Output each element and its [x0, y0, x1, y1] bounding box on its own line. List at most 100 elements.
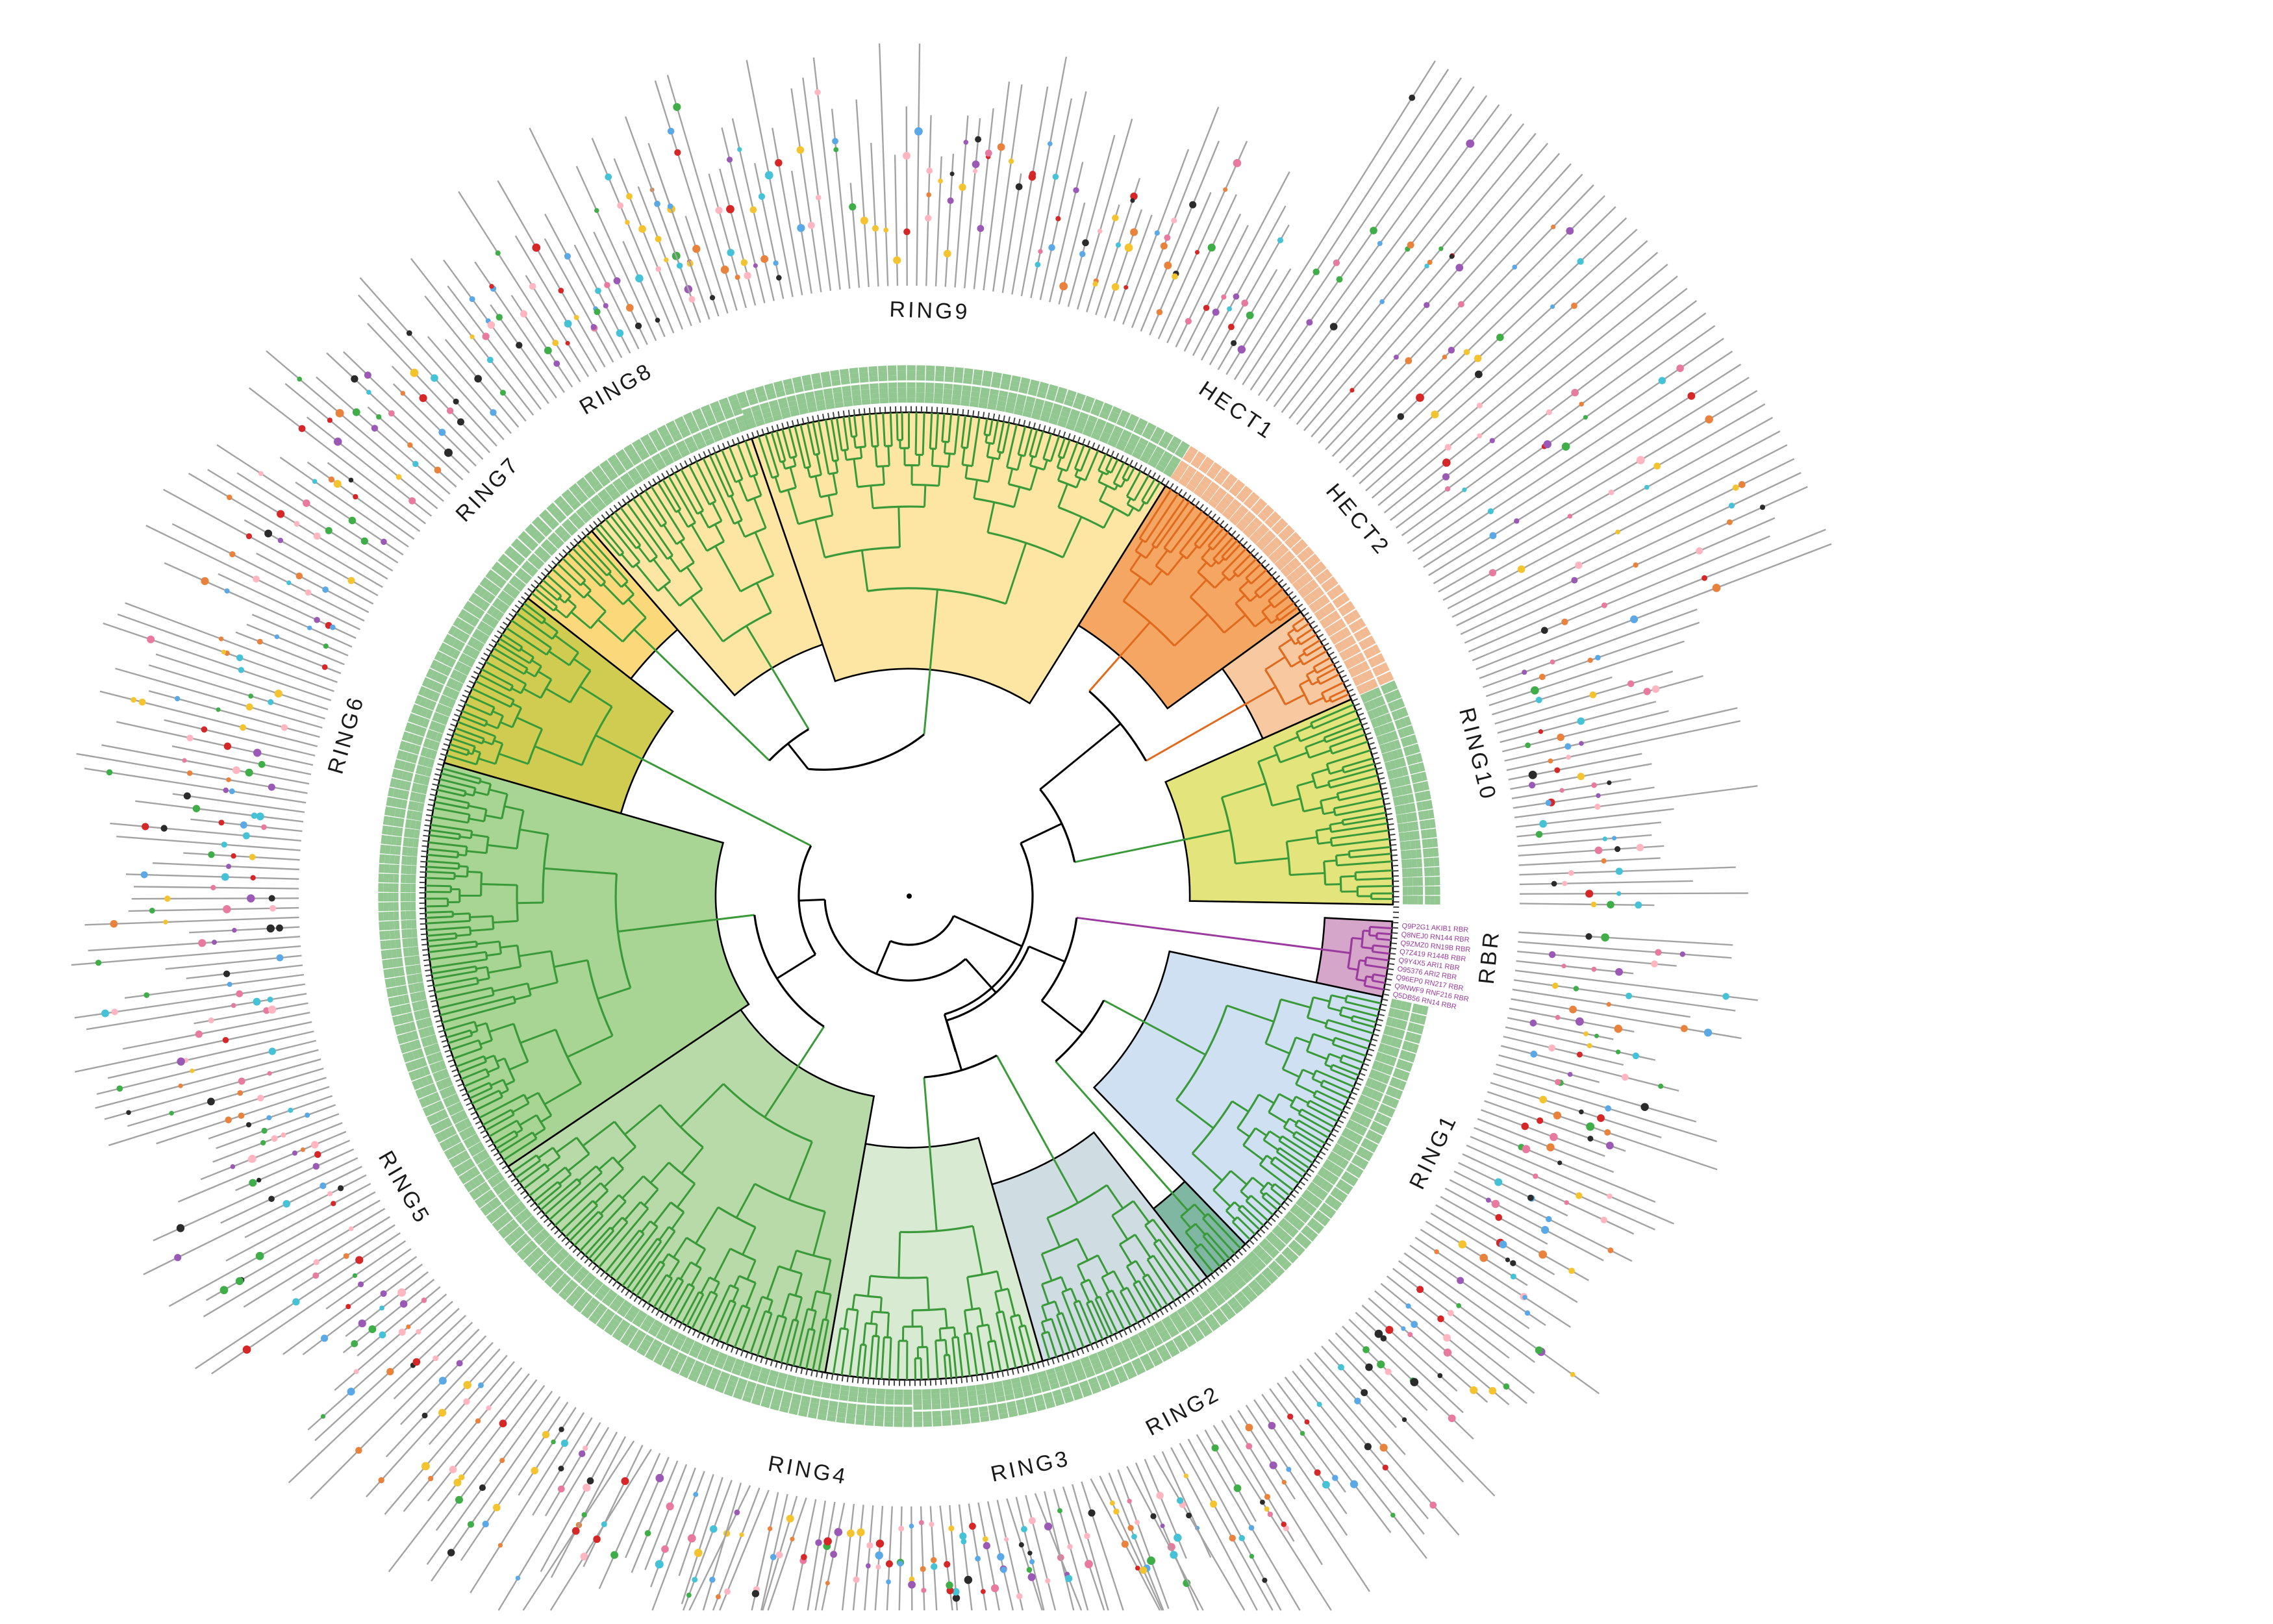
leaf-label: ████ ███: [380, 844, 418, 857]
domain-spoke: [1303, 142, 1549, 431]
domain-mark: [348, 516, 357, 525]
domain-spoke: [1104, 209, 1143, 319]
domain-mark: [160, 825, 168, 832]
domain-mark: [358, 1319, 366, 1328]
domain-mark: [655, 236, 662, 243]
domain-mark: [1606, 1002, 1611, 1007]
domain-mark: [1555, 1079, 1561, 1086]
domain-mark: [1160, 242, 1168, 250]
domain-mark: [1416, 394, 1424, 402]
domain-mark: [655, 266, 662, 272]
domain-spoke: [812, 57, 841, 290]
domain-mark: [190, 1068, 195, 1073]
domain-mark: [595, 288, 601, 294]
domain-mark: [1535, 696, 1542, 703]
domain-mark: [255, 1251, 264, 1260]
branches-ring5: [425, 768, 714, 1161]
domain-spoke: [124, 973, 304, 999]
domain-mark: [578, 1450, 586, 1458]
domain-mark: [463, 1398, 470, 1405]
domain-mark: [1082, 239, 1089, 247]
domain-mark: [281, 1132, 286, 1138]
domain-spoke: [591, 138, 675, 334]
domain-spoke: [236, 472, 394, 572]
domain-mark: [773, 260, 779, 266]
domain-mark: [292, 1150, 297, 1156]
domain-spoke: [1365, 240, 1648, 492]
domain-mark: [406, 1324, 411, 1329]
domain-mark: [515, 1575, 521, 1581]
domain-mark: [735, 275, 740, 281]
domain-mark: [396, 474, 402, 480]
domain-spoke: [1449, 1179, 1604, 1262]
domain-spoke: [96, 1040, 317, 1095]
domain-spoke: [205, 1199, 381, 1301]
domain-spoke: [1081, 1481, 1124, 1611]
domain-mark: [1604, 1129, 1611, 1136]
domain-mark: [286, 580, 292, 586]
domain-mark: [1579, 401, 1584, 407]
domain-mark: [1350, 1480, 1359, 1488]
domain-mark: [1640, 1103, 1649, 1111]
clade-ring9: [750, 411, 1167, 705]
domain-spoke: [444, 338, 520, 428]
domain-mark: [351, 1340, 358, 1347]
domain-mark: [1241, 299, 1249, 307]
domain-mark: [1489, 438, 1495, 443]
domain-mark: [667, 127, 675, 135]
domain-mark: [1223, 187, 1228, 192]
domain-mark: [1112, 214, 1119, 221]
domain-mark: [625, 304, 634, 312]
domain-mark: [1557, 1160, 1563, 1166]
domain-mark: [1521, 1122, 1529, 1131]
clade-label-ring10: RING10: [1454, 705, 1501, 804]
domain-mark: [1233, 158, 1242, 168]
domain-spoke: [316, 376, 451, 495]
domain-spoke: [1374, 1290, 1510, 1406]
domain-mark: [455, 1495, 464, 1504]
domain-mark: [275, 924, 283, 932]
domain-mark: [1608, 489, 1614, 495]
domain-mark: [221, 873, 229, 881]
tree-branches: [425, 412, 1393, 1380]
domain-mark: [111, 1008, 118, 1016]
domain-mark: [1589, 691, 1597, 699]
domain-spoke: [1440, 1195, 1589, 1282]
domain-mark: [1084, 1532, 1090, 1540]
domain-mark: [564, 319, 572, 328]
domain-mark: [1607, 780, 1612, 786]
domain-mark: [1312, 268, 1320, 275]
domain-mark: [1281, 1521, 1287, 1527]
domain-mark: [499, 1419, 507, 1428]
domain-mark: [764, 171, 773, 180]
leaf-label: ████ ███: [864, 1388, 877, 1426]
domain-mark: [230, 1164, 236, 1169]
domain-mark: [1728, 503, 1735, 509]
domain-mark: [1008, 158, 1014, 164]
domain-spoke: [1435, 1204, 1555, 1275]
domain-mark: [1097, 229, 1103, 234]
leaf-label: ████ ███: [379, 919, 417, 931]
domain-spoke: [95, 1049, 319, 1109]
domain-mark: [335, 408, 344, 418]
domain-spoke: [575, 166, 657, 342]
clade-label-hect1: HECT1: [1194, 377, 1279, 445]
leaf-labels: ████ ███████ ███████ ███████ ███████ ███…: [378, 365, 1470, 1427]
domain-spoke: [171, 523, 365, 622]
domain-mark: [1651, 960, 1658, 968]
domain-mark: [101, 1009, 109, 1018]
domain-spoke: [1277, 1382, 1392, 1533]
domain-mark: [616, 329, 624, 337]
domain-spoke: [1265, 95, 1488, 402]
domain-mark: [1525, 742, 1531, 749]
domain-mark: [1571, 577, 1578, 584]
domain-spoke: [244, 1174, 367, 1238]
domain-mark: [256, 812, 264, 821]
domain-mark: [1571, 303, 1577, 309]
domain-mark: [227, 494, 232, 501]
domain-mark: [261, 824, 267, 831]
domain-spoke: [427, 336, 512, 434]
domain-mark: [174, 695, 181, 702]
domain-spoke: [1311, 153, 1561, 438]
domain-mark: [1577, 717, 1585, 725]
